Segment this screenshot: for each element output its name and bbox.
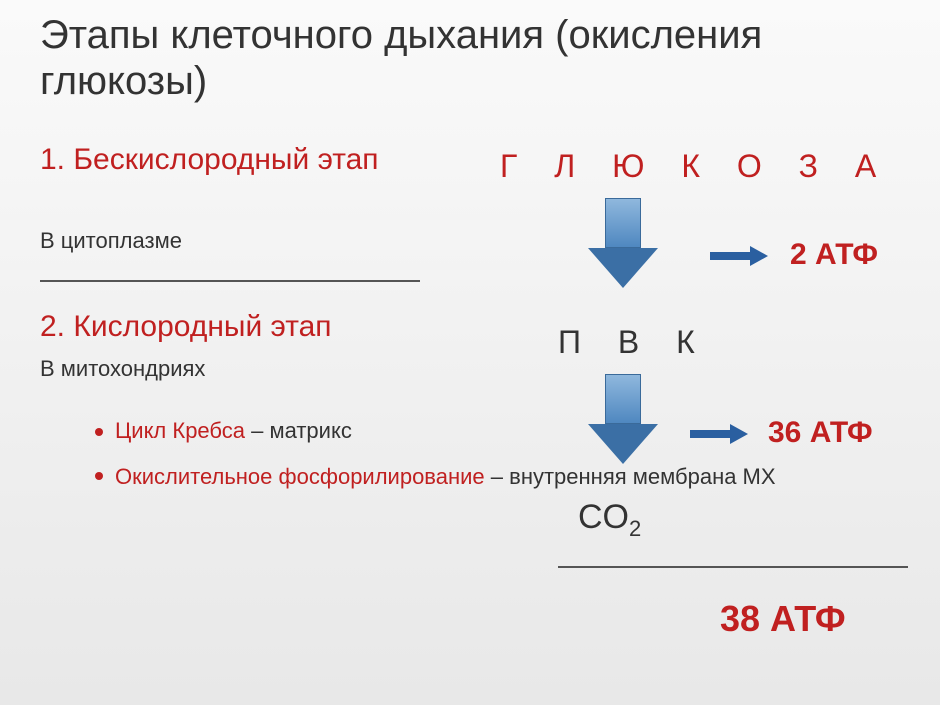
- krebs-term: Цикл Кребса: [115, 418, 245, 443]
- glucose-label: Г Л Ю К О З А: [500, 148, 890, 185]
- arrow-down-icon: [588, 198, 658, 288]
- stage1-location: В цитоплазме: [40, 228, 182, 254]
- pvk-label: П В К: [558, 324, 709, 361]
- co2-base: CO: [578, 498, 629, 536]
- krebs-location: – матрикс: [245, 418, 352, 443]
- sum-divider: [558, 566, 908, 568]
- arrow-right-icon: [710, 246, 770, 266]
- bullet-dot-icon: [95, 428, 103, 436]
- atp-yield-stage1: 2 АТФ: [790, 238, 878, 272]
- stage1-heading: 1. Бескислородный этап: [40, 142, 379, 178]
- stage2-location: В митохондриях: [40, 356, 205, 382]
- arrow-right-icon: [690, 424, 750, 444]
- stage2-heading: 2. Кислородный этап: [40, 310, 332, 344]
- oxphos-location: – внутренняя мембрана МХ: [485, 464, 776, 489]
- oxphos-term: Окислительное фосфорилирование: [115, 464, 485, 489]
- atp-yield-stage2: 36 АТФ: [768, 416, 873, 450]
- stage-divider: [40, 280, 420, 282]
- bullet-dot-icon: [95, 472, 103, 480]
- stage2-bullet-krebs: Цикл Кребса – матрикс: [115, 418, 352, 444]
- slide-title: Этапы клеточного дыхания (окисления глюк…: [40, 12, 940, 104]
- stage2-bullet-oxphos: Окислительное фосфорилирование – внутрен…: [115, 462, 776, 492]
- atp-total: 38 АТФ: [720, 598, 846, 640]
- co2-label: CO2: [578, 498, 641, 542]
- arrow-down-icon: [588, 374, 658, 464]
- co2-subscript: 2: [629, 516, 641, 541]
